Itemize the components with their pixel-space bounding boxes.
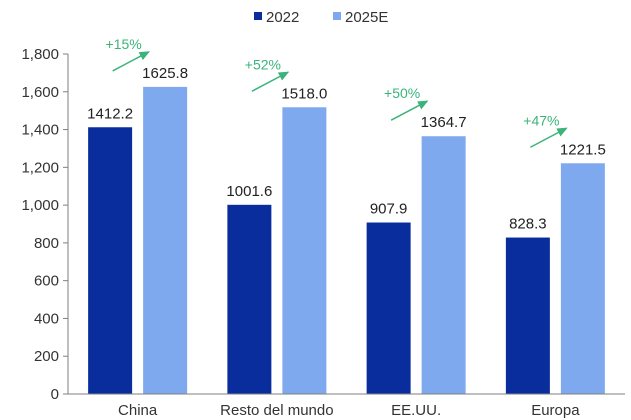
bar-2025e-resto-del-mundo (282, 107, 327, 395)
value-label: 1412.2 (87, 105, 133, 122)
value-label: 907.9 (370, 201, 408, 218)
bar-2025e-china (143, 86, 188, 394)
bar-2025e-ee-uu- (421, 136, 466, 394)
growth-arrow (251, 71, 290, 92)
value-labels: 1412.2 1625.8 1001.6 1518.0 907.9 1364.7 828.3… (87, 65, 606, 233)
x-category-label: Resto del mundo (220, 402, 333, 419)
y-tick-label: 1,200 (21, 159, 59, 176)
value-label: 1518.0 (281, 85, 327, 102)
bar-2022-resto-del-mundo (227, 204, 272, 394)
x-category-label: Europa (531, 402, 580, 419)
value-label: 828.3 (509, 216, 547, 233)
y-tick-label: 600 (34, 273, 59, 290)
legend-swatch-2025e (333, 12, 341, 20)
growth-label: +50% (384, 85, 420, 101)
y-tick-label: 1,400 (21, 122, 59, 139)
value-label: 1221.5 (560, 141, 606, 158)
growth-arrow (112, 51, 150, 72)
y-tick-label: 1,000 (21, 197, 59, 214)
bar-2022-europa (505, 237, 550, 394)
y-tick-label: 1,600 (21, 84, 59, 101)
y-tick-label: 800 (34, 235, 59, 252)
growth-arrow (390, 100, 429, 121)
bar-2022-ee-uu- (366, 222, 411, 394)
bar-2022-china (88, 127, 133, 395)
value-label: 1364.7 (421, 114, 467, 131)
y-axis: 0 200 400 600 800 1,000 1,200 1,400 1,600 1,800 (21, 46, 69, 403)
growth-arrow (530, 127, 568, 148)
legend-label-2025e: 2025E (345, 9, 388, 26)
value-label: 1001.6 (226, 183, 272, 200)
value-label: 1625.8 (142, 65, 188, 82)
growth-label: +52% (245, 56, 281, 72)
legend-swatch-2022 (254, 12, 262, 20)
bars (88, 86, 605, 395)
growth-label: +47% (523, 112, 559, 128)
growth-label: +15% (106, 36, 142, 52)
legend: 2022 2025E (254, 9, 388, 26)
growth-annotations: +15% +52% +50% +47% (106, 36, 568, 148)
x-category-label: EE.UU. (391, 402, 441, 419)
bar-2025e-europa (560, 163, 605, 394)
legend-label-2022: 2022 (266, 9, 299, 26)
y-tick-label: 200 (34, 348, 59, 365)
x-category-label: China (118, 402, 158, 419)
y-tick-label: 0 (51, 386, 59, 403)
x-axis: China Resto del mundo EE.UU. Europa (68, 393, 625, 419)
y-tick-label: 400 (34, 310, 59, 327)
y-tick-label: 1,800 (21, 46, 59, 63)
